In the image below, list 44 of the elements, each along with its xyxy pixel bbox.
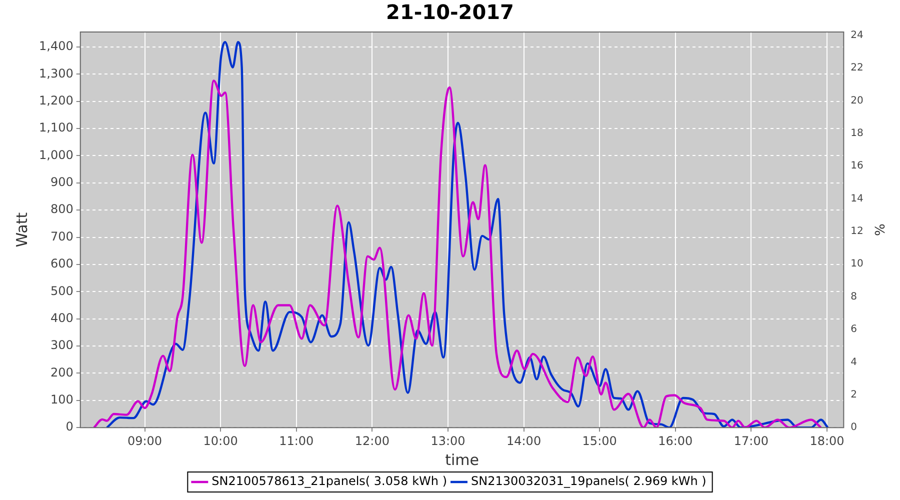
legend-label: SN2130032031_19panels( 2.969 kWh ) — [471, 474, 706, 488]
y-tick-label: 1,100 — [38, 120, 74, 135]
y2-tick-label: 10 — [850, 258, 864, 270]
x-tick-label: 16:00 — [658, 434, 693, 448]
x-tick-label: 17:00 — [734, 434, 768, 448]
x-tick-label: 15:00 — [582, 434, 617, 448]
y2-tick-label: 12 — [850, 226, 864, 238]
x-tick-label: 12:00 — [354, 434, 390, 448]
x-tick-label: 14:00 — [506, 434, 542, 448]
y-tick-label: 600 — [50, 256, 74, 271]
x-tick-label: 13:00 — [430, 434, 466, 448]
y2-tick-label: 20 — [850, 95, 864, 106]
y2-tick-label: 24 — [850, 30, 864, 41]
y2-tick-label: 8 — [850, 291, 858, 302]
y-tick-label: 1,300 — [38, 66, 74, 80]
y2-tick-label: 6 — [850, 324, 858, 336]
y2-tick-label: 4 — [850, 356, 858, 368]
y-tick-label: 300 — [50, 338, 74, 352]
y2-axis-title: % — [870, 224, 886, 236]
x-axis-title: time — [445, 450, 479, 469]
x-tick-label: 18:00 — [810, 434, 844, 448]
y-tick-label: 0 — [66, 420, 74, 434]
y-tick-label: 800 — [50, 202, 74, 216]
y2-tick-label: 16 — [850, 160, 864, 172]
chart-title: 21-10-2017 — [386, 0, 514, 24]
y-tick-label: 100 — [50, 392, 74, 407]
y-tick-label: 700 — [50, 229, 74, 244]
y2-tick-label: 2 — [850, 390, 858, 400]
y-axis-title: Watt — [12, 212, 31, 248]
y-tick-label: 1,400 — [38, 39, 74, 54]
legend-label: SN2100578613_21panels( 3.058 kWh ) — [212, 474, 448, 488]
y-tick-label: 200 — [50, 365, 74, 380]
y2-tick-label: 0 — [850, 422, 858, 434]
x-tick-label: 10:00 — [203, 434, 238, 448]
x-tick-label: 09:00 — [127, 434, 162, 448]
y-tick-label: 1,200 — [38, 93, 74, 108]
y-tick-label: 900 — [50, 175, 74, 190]
y2-tick-label: 14 — [850, 193, 864, 204]
y-tick-label: 400 — [50, 310, 74, 325]
y2-tick-label: 22 — [850, 62, 864, 74]
y-tick-label: 1,000 — [38, 148, 74, 162]
y-tick-label: 500 — [50, 284, 74, 298]
y2-tick-label: 18 — [850, 128, 864, 139]
x-tick-label: 11:00 — [279, 434, 314, 448]
